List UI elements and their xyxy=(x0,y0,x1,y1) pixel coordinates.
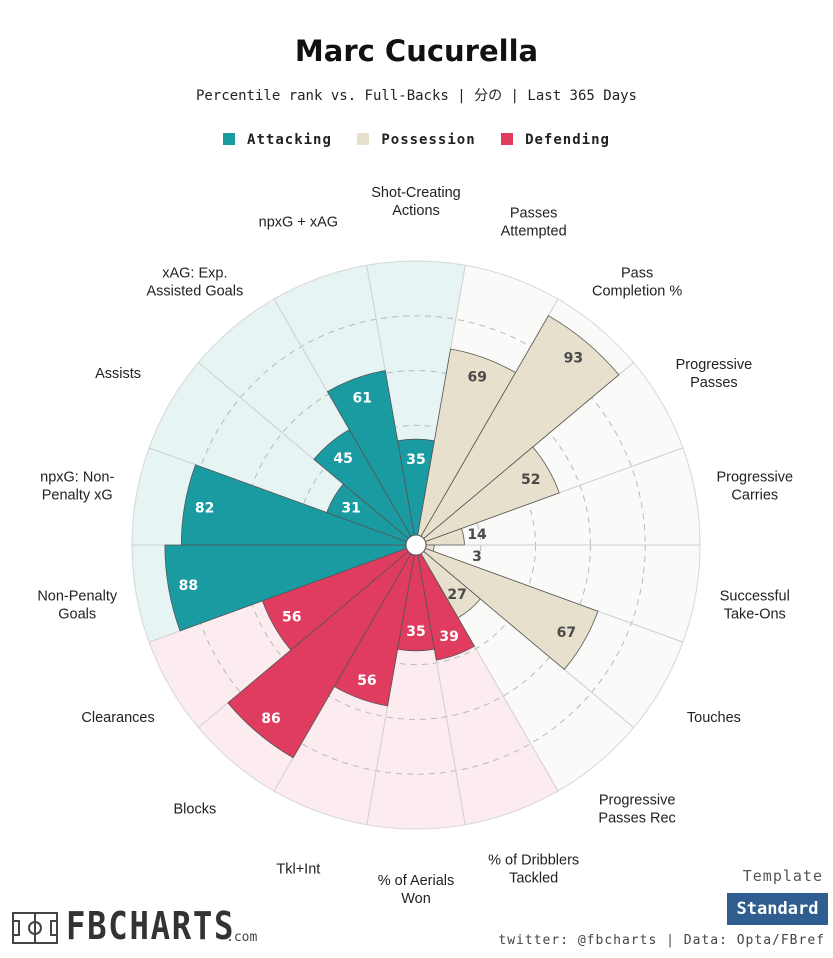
value-label-progressive-carries: 14 xyxy=(467,527,487,543)
category-label-npxg-xag: npxG + xAG xyxy=(259,215,338,231)
category-label-passes-attempted: Passes Attempted xyxy=(501,206,567,240)
category-label-shot-creating-actions: Shot-Creating Actions xyxy=(371,185,460,219)
logo-text: FBCHARTS xyxy=(66,904,236,948)
category-label-progressive-carries: Progressive Carries xyxy=(716,469,793,503)
bg-wedge-progressive-carries xyxy=(425,447,700,545)
value-label-assists: 31 xyxy=(341,501,360,517)
bg-wedge-shot-creating-actions xyxy=(366,261,466,536)
legend-item-attacking: Attacking xyxy=(223,132,332,148)
category-label-npxg-non-penalty-xg: npxG: Non-Penalty xG xyxy=(40,469,114,503)
value-label-shot-creating-actions: 35 xyxy=(406,452,425,468)
category-label-clearances: Clearances xyxy=(81,710,154,726)
logo-suffix: .com xyxy=(226,930,258,945)
template-label: Template xyxy=(742,867,823,885)
logo-pitch-icon xyxy=(12,912,58,944)
category-label-of-aerials-won: % of Aerials Won xyxy=(378,873,455,907)
value-label-clearances: 56 xyxy=(282,610,301,626)
category-label-pass-completion: Pass Completion % xyxy=(592,265,682,299)
value-label-touches: 67 xyxy=(557,625,576,641)
legend-label-possession: Possession xyxy=(381,132,476,148)
value-label-blocks: 86 xyxy=(261,711,280,727)
legend-label-defending: Defending xyxy=(525,132,610,148)
category-label-successful-take-ons: Successful Take-Ons xyxy=(720,589,790,623)
value-label-pass-completion: 93 xyxy=(564,350,583,366)
bg-wedge-successful-take-ons xyxy=(425,545,700,643)
footer-credit: twitter: @fbcharts | Data: Opta/FBref xyxy=(498,933,825,948)
template-standard-badge: Standard xyxy=(727,893,828,925)
category-label-progressive-passes-rec: Progressive Passes Rec xyxy=(598,793,675,827)
center-hub xyxy=(405,534,427,556)
value-label-passes-attempted: 69 xyxy=(467,370,486,386)
category-label-xag-exp-assisted-goals: xAG: Exp. Assisted Goals xyxy=(147,265,244,299)
category-label-assists: Assists xyxy=(95,366,141,382)
legend-item-defending: Defending xyxy=(501,132,610,148)
legend-label-attacking: Attacking xyxy=(247,132,332,148)
value-label-non-penalty-goals: 88 xyxy=(179,578,198,594)
category-label-non-penalty-goals: Non-Penalty Goals xyxy=(37,589,118,623)
value-label-tkl-int: 56 xyxy=(357,673,376,689)
category-label-progressive-passes: Progressive Passes xyxy=(676,357,753,391)
category-label-tkl-int: Tkl+Int xyxy=(276,861,320,877)
chart-subtitle: Percentile rank vs. Full-Backs | 分の | La… xyxy=(195,88,637,104)
legend: Attacking Possession Defending xyxy=(0,132,833,148)
value-label-progressive-passes: 52 xyxy=(521,472,540,488)
value-label-npxg-non-penalty-xg: 82 xyxy=(195,501,214,517)
value-label-npxg-xag: 61 xyxy=(353,390,372,406)
value-label-of-aerials-won: 35 xyxy=(406,624,425,640)
category-label-blocks: Blocks xyxy=(174,802,217,818)
value-label-progressive-passes-rec: 27 xyxy=(447,587,466,603)
legend-swatch-possession xyxy=(357,133,370,145)
value-label-xag-exp-assisted-goals: 45 xyxy=(333,451,352,467)
legend-item-possession: Possession xyxy=(357,132,475,148)
category-label-of-dribblers-tackled: % of Dribblers Tackled xyxy=(488,852,579,886)
bg-wedge-progressive-passes-rec xyxy=(421,551,634,791)
legend-swatch-defending xyxy=(501,133,514,145)
category-label-touches: Touches xyxy=(687,710,741,726)
value-label-successful-take-ons: 3 xyxy=(472,549,482,565)
bg-wedge-of-aerials-won xyxy=(366,554,466,830)
value-label-of-dribblers-tackled: 39 xyxy=(439,629,458,645)
legend-swatch-attacking xyxy=(223,133,236,145)
chart-title: Marc Cucurella xyxy=(294,34,539,68)
